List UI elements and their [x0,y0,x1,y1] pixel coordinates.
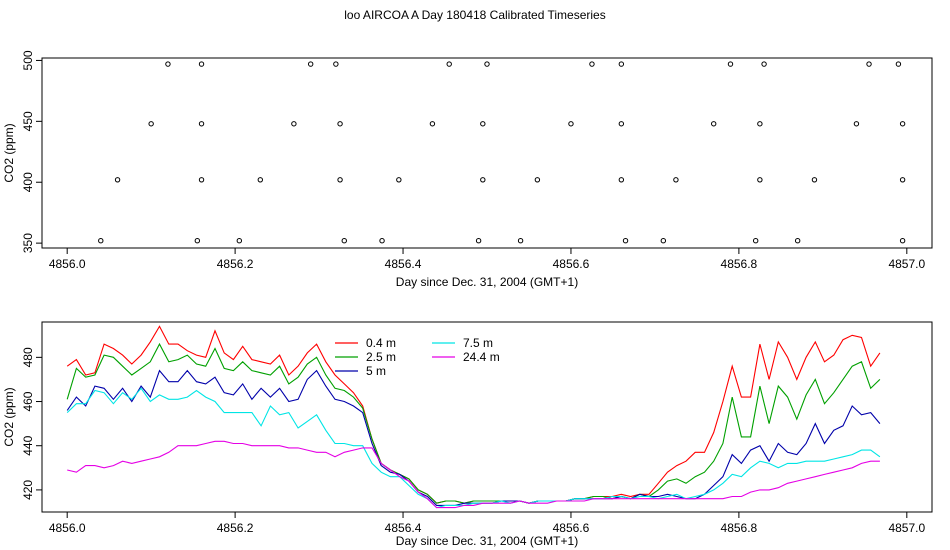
bottom-y-axis-label: CO2 (ppm) [2,387,16,446]
series-line-24-4-m [67,440,880,509]
scatter-point [757,121,763,127]
scatter-point [853,121,860,127]
scatter-point [660,237,667,244]
scatter-point [307,61,314,67]
bottom-x-axis: 4856.0 4856.2 4856.4 4856.6 4856.8 4857.0 [49,512,925,535]
scatter-point [899,177,906,183]
top-y-tick-label: 500 [21,50,35,70]
top-y-tick-label: 400 [21,172,35,192]
scatter-point [148,121,154,127]
series-line-2-5-m [66,342,881,504]
bottom-plot-frame [41,321,933,513]
scatter-point [899,237,906,244]
bottom-y-axis: 420 440 460 480 [21,347,42,500]
top-x-axis-label: Day since Dec. 31, 2004 (GMT+1) [396,275,578,289]
scatter-point [337,177,343,183]
top-x-tick-label: 4856.4 [385,257,422,271]
scatter-point [475,237,482,244]
scatter-point [333,61,339,67]
scatter-point [480,177,486,183]
scatter-point [194,237,201,244]
scatter-point [396,177,402,183]
legend-label: 0.4 m [366,336,396,350]
bottom-x-tick-label: 4856.0 [49,521,86,535]
scatter-point [727,61,734,67]
chart-main-title: loo AIRCOA A Day 180418 Calibrated Times… [344,8,606,22]
top-y-tick-label: 350 [21,233,35,253]
top-x-tick-label: 4856.8 [721,257,758,271]
bottom-series-layer [66,325,881,509]
scatter-point [198,121,205,127]
scatter-point [291,121,297,127]
legend-label: 2.5 m [366,350,396,364]
bottom-y-tick-label: 480 [21,347,35,367]
top-x-axis: 4856.0 4856.2 4856.4 4856.6 4856.8 4857.0 [49,248,925,271]
scatter-point [198,177,205,183]
scatter-point [761,61,767,67]
bottom-panel: 4856.0 4856.2 4856.4 4856.6 4856.8 4857.0 420… [2,321,933,548]
legend-label: 7.5 m [463,336,493,350]
scatter-point [337,121,343,127]
scatter-point [895,61,902,67]
top-y-tick-label: 450 [21,111,35,131]
scatter-point [114,177,121,183]
scatter-point [811,177,818,183]
scatter-point [165,61,171,67]
bottom-x-axis-label: Day since Dec. 31, 2004 (GMT+1) [396,534,578,548]
scatter-point [480,121,486,127]
top-x-tick-label: 4856.6 [553,257,590,271]
scatter-point [589,61,595,67]
top-plot-frame [41,57,933,249]
bottom-x-tick-label: 4856.2 [217,521,254,535]
scatter-point [257,177,264,183]
top-x-tick-label: 4856.2 [217,257,254,271]
scatter-point [618,177,625,183]
scatter-point [794,237,801,244]
scatter-point [198,61,205,67]
scatter-point [379,237,385,244]
scatter-point [757,177,763,183]
scatter-point [866,61,872,67]
bottom-y-tick-label: 440 [21,435,35,455]
scatter-point [752,237,759,244]
scatter-point [446,61,452,67]
scatter-point [710,121,717,127]
bottom-x-tick-label: 4856.6 [553,521,590,535]
top-y-axis-label: CO2 (ppm) [2,123,16,182]
scatter-point [341,237,347,244]
bottom-y-tick-label: 460 [21,391,35,411]
scatter-point [517,237,524,244]
scatter-point [673,177,679,183]
bottom-y-tick-label: 420 [21,480,35,500]
scatter-point [236,237,243,244]
legend-label: 5 m [366,364,386,378]
bottom-x-tick-label: 4856.4 [385,521,422,535]
scatter-point [899,121,906,127]
scatter-point [568,121,574,127]
bottom-x-tick-label: 4856.8 [721,521,758,535]
top-x-tick-label: 4856.0 [49,257,86,271]
scatter-point [618,61,625,67]
series-line-7-5-m [66,387,881,509]
scatter-point [429,121,436,127]
top-y-axis: 350 400 450 500 [21,50,42,253]
scatter-point [618,121,625,127]
legend: 0.4 m2.5 m5 m 7.5 m24.4 m [335,336,500,378]
top-panel: 4856.0 4856.2 4856.4 4856.6 4856.8 4857.0 350… [2,50,933,289]
legend-label: 24.4 m [463,350,500,364]
bottom-x-tick-label: 4857.0 [888,521,925,535]
top-series-layer [98,61,906,244]
scatter-point [484,61,490,67]
top-x-tick-label: 4857.0 [888,257,925,271]
scatter-point [98,237,104,244]
scatter-point [534,177,541,183]
series-line-5-m [66,369,881,506]
scatter-point [622,237,629,244]
